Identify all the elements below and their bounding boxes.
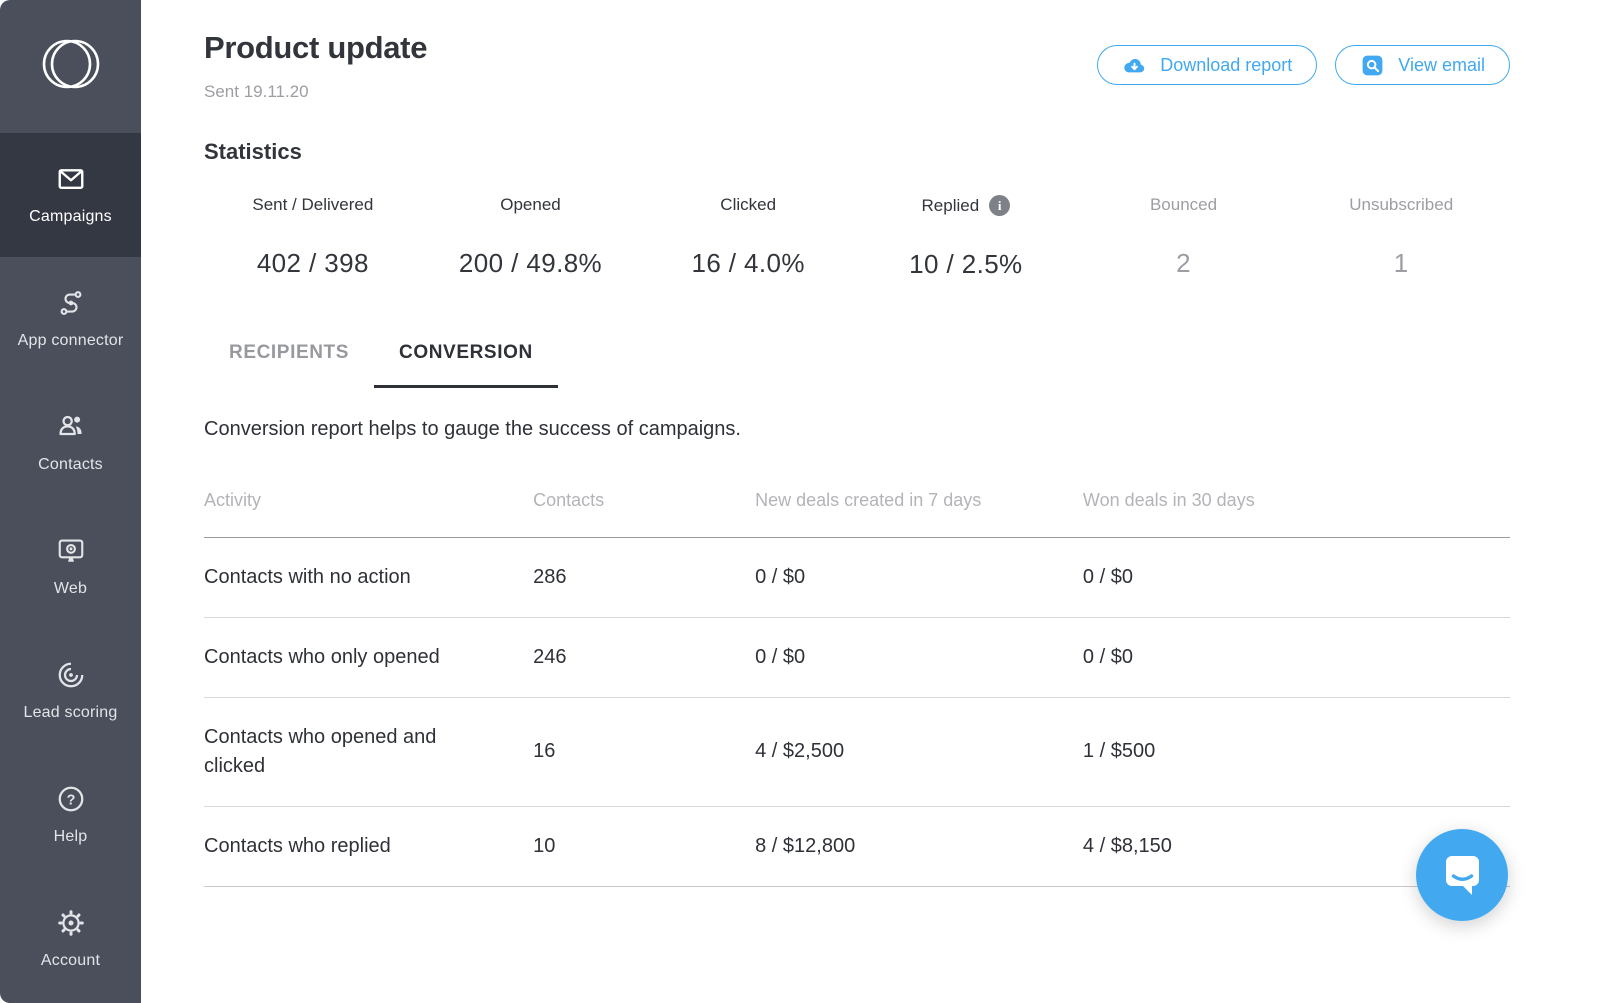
sidebar-item-contacts[interactable]: Contacts (0, 381, 141, 505)
cell-activity: Contacts who opened and clicked (204, 725, 437, 777)
metric-value: 1 (1393, 248, 1409, 278)
metric-value: 10 / 2.5% (909, 249, 1023, 279)
campaign-header: Product update Sent 19.11.20 Download re… (204, 30, 1510, 102)
statistics-heading: Statistics (204, 139, 302, 164)
download-report-label: Download report (1160, 54, 1293, 75)
cell-new-deals: 0 / $0 (755, 645, 806, 668)
metric-clicked: Clicked 16 / 4.0% (639, 195, 857, 280)
metric-value: 16 / 4.0% (691, 248, 805, 278)
cell-contacts: 10 (533, 834, 556, 857)
cell-won-deals: 0 / $0 (1082, 645, 1133, 668)
header-buttons: Download report View email (1097, 45, 1510, 85)
sidebar-item-label: Lead scoring (23, 704, 118, 721)
column-header-won-deals-in-30-days: Won deals in 30 days (1082, 490, 1255, 510)
campaign-title-block: Product update Sent 19.11.20 (204, 30, 427, 102)
metric-label: Clicked (639, 195, 857, 215)
table-body: Contacts with no action 286 0 / $0 0 / $0 Co… (204, 537, 1510, 886)
metric-value: 402 / 398 (256, 248, 369, 278)
envelope-icon (56, 164, 86, 194)
cloud-download-icon (1122, 53, 1147, 78)
table-header-row: Activity Contacts New deals created in 7 d… (204, 479, 1510, 537)
report-tabs: RECIPIENTS CONVERSION (204, 342, 1510, 388)
app-logo[interactable] (0, 0, 141, 133)
metric-value: 2 (1176, 248, 1191, 278)
view-email-button[interactable]: View email (1335, 45, 1510, 85)
cell-new-deals: 4 / $2,500 (755, 740, 845, 762)
conversion-description: Conversion report helps to gauge the suc… (204, 418, 741, 440)
chat-launcher-button[interactable] (1416, 829, 1508, 921)
cell-contacts: 246 (533, 645, 567, 668)
overlapping-circles-logo-icon (38, 35, 104, 98)
sidebar-item-lead-scoring[interactable]: Lead scoring (0, 629, 141, 753)
tab-recipients[interactable]: RECIPIENTS (204, 342, 374, 388)
chat-bubble-launcher-icon (1416, 829, 1508, 921)
metric-unsubscribed: Unsubscribed 1 (1292, 195, 1510, 280)
metric-replied: Replied i 10 / 2.5% (857, 195, 1075, 280)
contacts-icon (56, 412, 86, 442)
sidebar: Campaigns App connector Contacts Web Lead sc… (0, 0, 141, 1003)
metric-label: Unsubscribed (1292, 195, 1510, 215)
download-report-button[interactable]: Download report (1097, 45, 1318, 85)
gear-icon (56, 908, 86, 938)
magnifier-icon (1360, 53, 1385, 78)
question-circle-icon: ? (56, 784, 86, 814)
metric-label-text: Opened (500, 195, 561, 214)
sidebar-item-label: Web (53, 580, 88, 597)
sidebar-item-help[interactable]: ? Help (0, 753, 141, 877)
main-content: Product update Sent 19.11.20 Download re… (141, 0, 1600, 1003)
metric-label-text: Bounced (1149, 195, 1218, 214)
table-row-contacts-who-opened-and-clicked: Contacts who opened and clicked 16 4 / $2,… (204, 697, 1510, 806)
table-row-contacts-who-only-opened: Contacts who only opened 246 0 / $0 0 / $0 (204, 617, 1510, 697)
metric-label-text: Sent / Delivered (252, 195, 374, 214)
sidebar-item-label: Help (53, 828, 88, 845)
metric-label: Opened (422, 195, 640, 215)
sidebar-nav: Campaigns App connector Contacts Web Lead sc… (0, 133, 141, 1001)
table-row-contacts-who-replied: Contacts who replied 10 8 / $12,800 4 / $8,… (204, 806, 1510, 886)
metric-label-text: Replied (921, 195, 980, 215)
info-icon[interactable]: i (989, 195, 1011, 216)
page-title: Product update (204, 30, 428, 65)
svg-text:?: ? (66, 792, 75, 808)
sidebar-item-label: Account (40, 952, 101, 969)
metric-bounced: Bounced 2 (1075, 195, 1293, 280)
column-header-contacts: Contacts (533, 490, 605, 510)
column-header-activity: Activity (204, 490, 262, 510)
sidebar-item-web[interactable]: Web (0, 505, 141, 629)
metric-sent-delivered: Sent / Delivered 402 / 398 (204, 195, 422, 280)
sidebar-item-label: Campaigns (29, 208, 112, 225)
column-header-new-deals-created-in-7-days: New deals created in 7 days (755, 490, 982, 510)
metric-opened: Opened 200 / 49.8% (422, 195, 640, 280)
cell-contacts: 286 (533, 565, 567, 588)
cell-new-deals: 0 / $0 (755, 565, 806, 588)
metric-value: 200 / 49.8% (458, 248, 603, 278)
sidebar-item-account[interactable]: Account (0, 877, 141, 1001)
conversion-table: Activity Contacts New deals created in 7 d… (204, 479, 1510, 887)
cell-won-deals: 0 / $0 (1082, 565, 1133, 588)
metric-label-text: Clicked (720, 195, 777, 214)
statistics-row: Sent / Delivered 402 / 398 Opened 200 / 49.… (204, 195, 1510, 280)
cell-new-deals: 8 / $12,800 (755, 834, 856, 857)
cell-won-deals: 1 / $500 (1082, 740, 1156, 762)
monitor-eye-icon (56, 536, 86, 566)
sidebar-item-campaigns[interactable]: Campaigns (0, 133, 141, 257)
view-email-label: View email (1398, 54, 1485, 75)
cell-activity: Contacts who replied (204, 834, 391, 857)
metric-label-text: Unsubscribed (1349, 195, 1454, 214)
gauge-icon (56, 660, 86, 690)
cell-contacts: 16 (533, 740, 556, 762)
sidebar-item-label: Contacts (38, 456, 103, 473)
metric-label: Replied i (857, 195, 1075, 216)
cell-activity: Contacts with no action (204, 565, 411, 588)
sidebar-item-app-connector[interactable]: App connector (0, 257, 141, 381)
table-row-contacts-with-no-action: Contacts with no action 286 0 / $0 0 / $0 (204, 537, 1510, 617)
metric-label: Bounced (1075, 195, 1293, 215)
sent-date: Sent 19.11.20 (204, 82, 309, 101)
sidebar-item-label: App connector (17, 332, 124, 349)
cell-activity: Contacts who only opened (204, 645, 440, 668)
tab-conversion[interactable]: CONVERSION (374, 342, 558, 388)
metric-label: Sent / Delivered (204, 195, 422, 215)
cell-won-deals: 4 / $8,150 (1082, 834, 1172, 857)
connector-icon (56, 288, 86, 318)
